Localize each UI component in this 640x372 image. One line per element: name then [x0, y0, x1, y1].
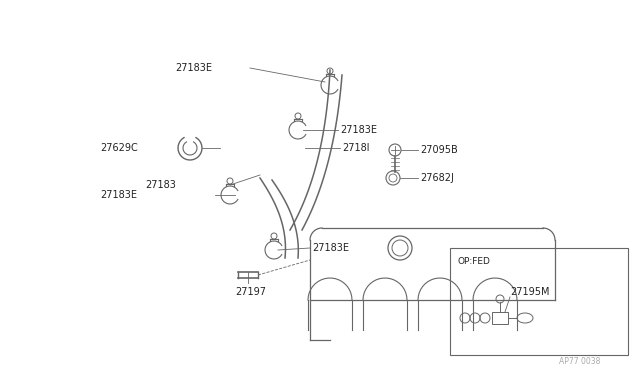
Bar: [492, 312, 508, 324]
Text: 27183E: 27183E: [340, 125, 377, 135]
Text: 27183: 27183: [145, 180, 176, 190]
Text: 27629C: 27629C: [100, 143, 138, 153]
Text: 27095B: 27095B: [420, 145, 458, 155]
Text: 27183E: 27183E: [312, 243, 349, 253]
Text: OP:FED: OP:FED: [458, 257, 491, 266]
Text: 27682J: 27682J: [420, 173, 454, 183]
Text: 27183E: 27183E: [100, 190, 137, 200]
Text: 27195M: 27195M: [510, 287, 550, 297]
Text: AP77 0038: AP77 0038: [559, 357, 600, 366]
Bar: [450, 248, 628, 355]
Text: 27197: 27197: [235, 287, 266, 297]
Text: 27183E: 27183E: [175, 63, 212, 73]
Text: 2718l: 2718l: [342, 143, 369, 153]
